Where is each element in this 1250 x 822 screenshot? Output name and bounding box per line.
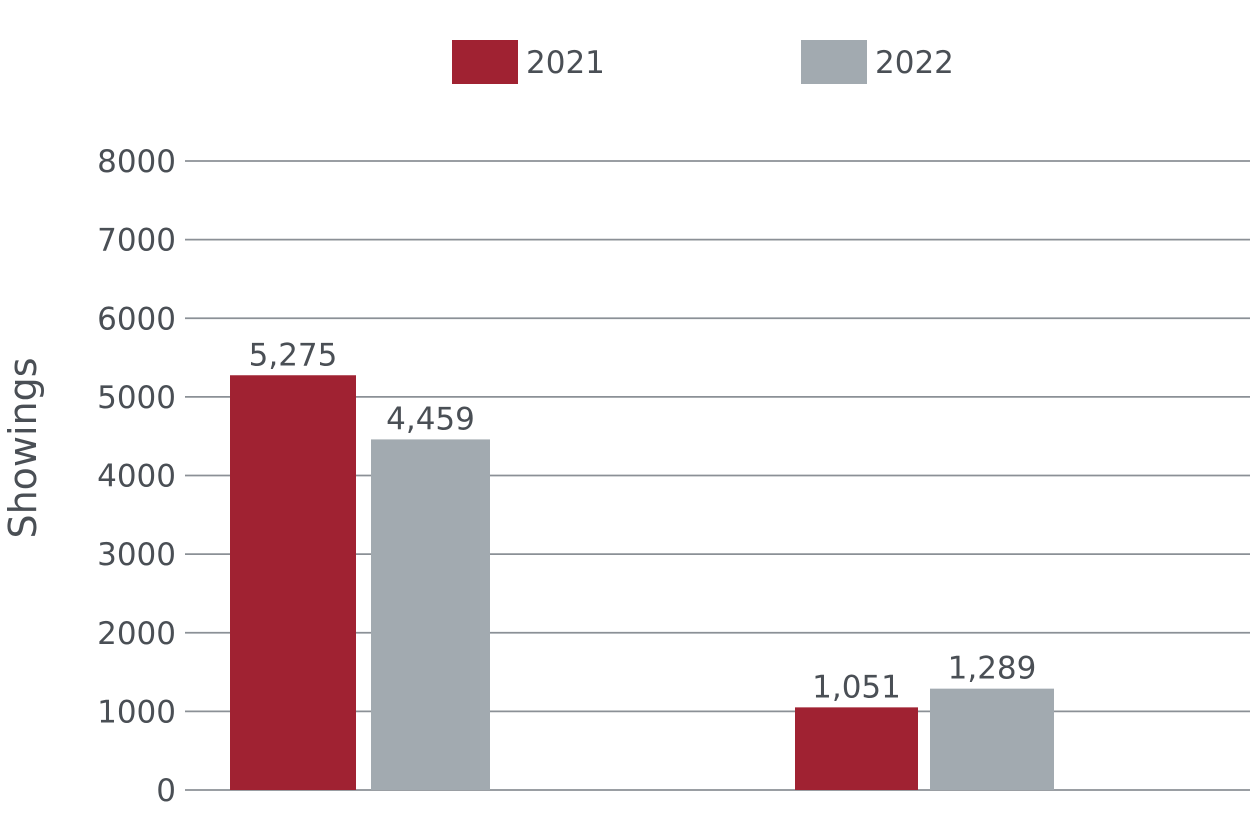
bar-2021-2 [795, 707, 918, 790]
legend-label-2021: 2021 [526, 45, 605, 81]
legend-label-2022: 2022 [875, 45, 954, 81]
y-axis-title: Showings [1, 357, 45, 538]
y-tick-label: 3000 [97, 537, 176, 573]
bar-2021-1 [230, 375, 356, 790]
y-tick-label: 7000 [97, 223, 176, 259]
gridlines [185, 160, 1250, 791]
y-tick-label: 0 [156, 773, 176, 809]
data-label-2021-1: 5,275 [249, 337, 338, 373]
data-label-2022-2: 1,289 [948, 651, 1037, 687]
data-label-2022-1: 4,459 [386, 401, 475, 437]
y-tick-label: 2000 [97, 616, 176, 652]
y-tick-label: 5000 [97, 380, 176, 416]
bars [230, 375, 1054, 790]
data-labels: 5,275 1,051 4,459 1,289 [249, 337, 1037, 705]
y-tick-label: 1000 [97, 694, 176, 730]
bar-2022-2 [930, 688, 1054, 790]
legend-swatch-2022 [801, 40, 867, 84]
legend: 2021 2022 [452, 40, 954, 84]
y-tick-label: 8000 [97, 144, 176, 180]
y-tick-label: 4000 [97, 459, 176, 495]
legend-swatch-2021 [452, 40, 518, 84]
y-axis-ticks: 0 1000 2000 3000 4000 5000 6000 7000 8000 [97, 144, 176, 809]
y-tick-label: 6000 [97, 301, 176, 337]
bar-2022-1 [371, 439, 490, 790]
data-label-2021-2: 1,051 [812, 669, 901, 705]
